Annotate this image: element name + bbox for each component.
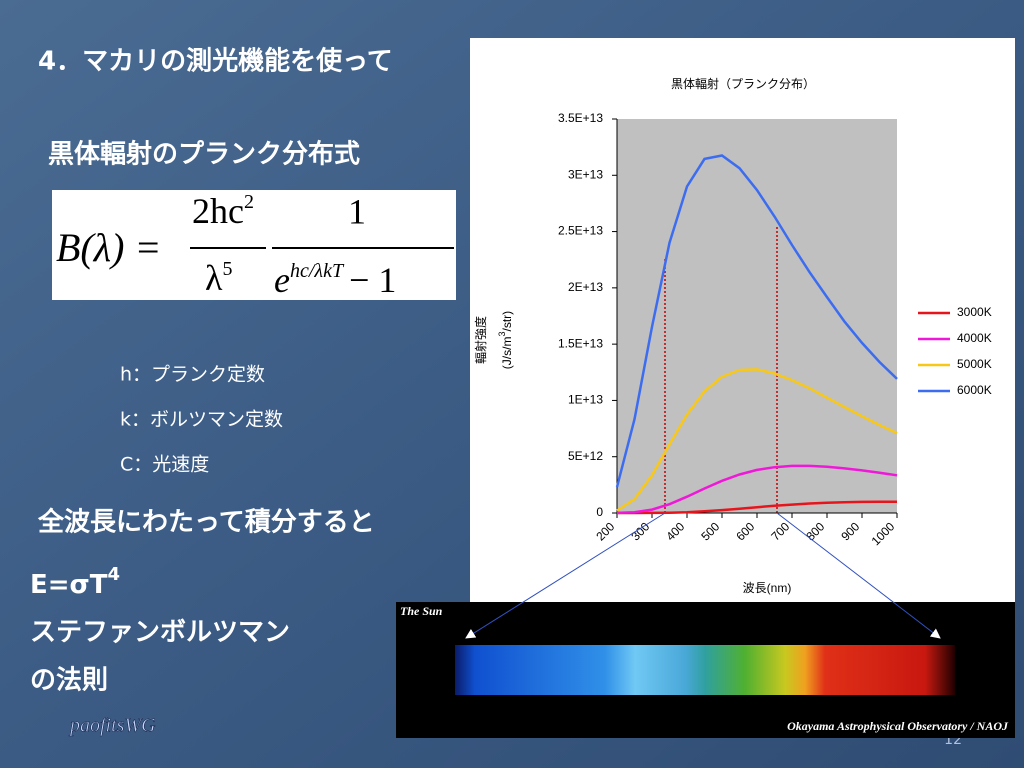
logo: paofitsWG [68, 715, 156, 737]
y-label-part: (J/s/m [500, 337, 514, 370]
y-label-part: 3 [497, 331, 507, 336]
y-axis-label: (J/s/m3/str) [497, 311, 514, 369]
spectrum-bar [455, 645, 955, 695]
formula-exp: ehc/λkT − 1 [274, 260, 396, 301]
heading: 4．マカリの測光機能を使って [38, 46, 393, 77]
formula-lhs: B(λ) = [56, 225, 161, 270]
spectrum-credit: Okayama Astrophysical Observatory / NAOJ [787, 719, 1009, 733]
connector-arrow [465, 512, 666, 639]
definition: C：光速度 [120, 454, 209, 476]
plot-area [617, 119, 897, 513]
y-tick-label: 1E+13 [568, 393, 603, 407]
y-axis-label: 輻射強度 [473, 316, 488, 364]
y-tick-label: 0 [596, 505, 603, 519]
definition: k：ボルツマン定数 [120, 409, 283, 431]
formula-num: 2hc2 [192, 191, 254, 232]
spectrum: The Sun Okayama Astrophysical Observator… [396, 602, 1015, 738]
y-tick-label: 2.5E+13 [558, 224, 603, 238]
series-line [616, 368, 898, 512]
chart: 黒体輻射（プランク分布） 0 5E+12 1E+13 1.5E+13 2E+13 2.5E+… [473, 76, 992, 595]
x-axis-label: 波長(nm) [743, 581, 792, 595]
y-label-part: 輻射強度 [473, 316, 488, 364]
y-tick-label: 1.5E+13 [558, 336, 603, 350]
y-tick-label: 3.5E+13 [558, 111, 603, 125]
law-name: の法則 [30, 666, 108, 696]
formula: B(λ) = 2hc2 λ5 1 ehc/λkT − 1 [52, 190, 456, 300]
y-tick-label: 2E+13 [568, 280, 603, 294]
connector-arrow [776, 512, 941, 639]
integration-text: 全波長にわたって積分すると [37, 507, 375, 538]
legend-label: 4000K [957, 331, 992, 345]
y-tick-label: 5E+12 [568, 449, 603, 463]
y-tick-label: 3E+13 [568, 167, 603, 181]
formula-den: λ5 [205, 258, 232, 299]
formula-one: 1 [348, 191, 366, 231]
subheading: 黒体輻射のプランク分布式 [48, 139, 360, 170]
y-label-part: /str) [500, 311, 514, 332]
law-name: ステファンボルツマン [30, 618, 290, 648]
formula-box [52, 190, 456, 300]
law-formula: E=σT4 [30, 564, 120, 600]
legend-label: 3000K [957, 305, 992, 319]
legend-label: 5000K [957, 357, 992, 371]
series-line [615, 154, 898, 488]
spectrum-title: The Sun [400, 604, 443, 618]
chart-title: 黒体輻射（プランク分布） [671, 76, 815, 91]
definition: h：プランク定数 [120, 364, 265, 386]
series-line [617, 500, 897, 515]
series-line [616, 464, 898, 515]
legend-label: 6000K [957, 383, 992, 397]
